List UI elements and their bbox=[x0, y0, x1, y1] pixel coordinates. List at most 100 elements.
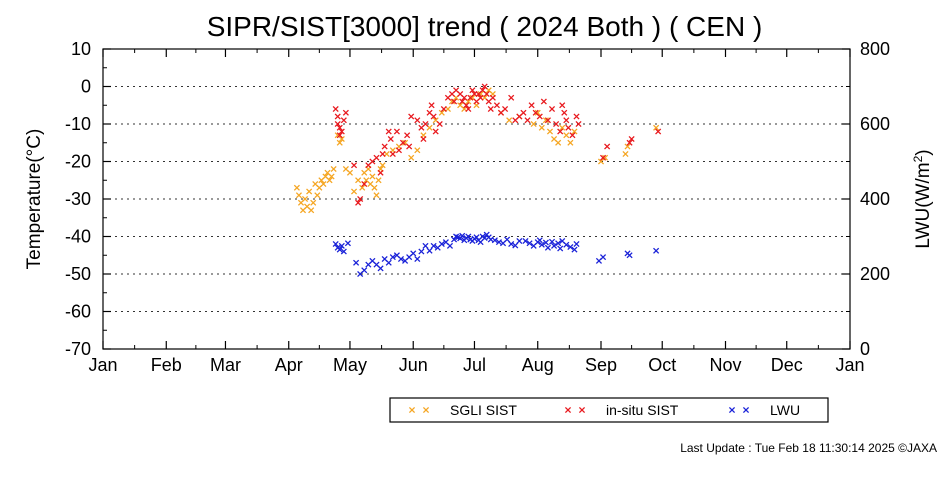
axis-ticks bbox=[102, 48, 851, 350]
data-point bbox=[414, 147, 421, 154]
data-point bbox=[377, 265, 384, 272]
data-point bbox=[389, 254, 396, 261]
data-point bbox=[559, 102, 566, 109]
data-point bbox=[420, 135, 427, 143]
data-point bbox=[328, 173, 335, 180]
data-point bbox=[530, 120, 537, 128]
data-point bbox=[528, 102, 535, 109]
data-point bbox=[422, 120, 429, 128]
data-point bbox=[520, 109, 527, 116]
data-point bbox=[350, 162, 358, 169]
x-tick-label: Sep bbox=[585, 355, 617, 375]
data-point bbox=[573, 240, 580, 248]
data-point bbox=[393, 128, 400, 135]
data-point bbox=[438, 109, 445, 116]
data-point bbox=[571, 246, 578, 253]
data-point bbox=[336, 139, 343, 146]
axis-tick-labels: 100-10-20-30-40-50-60-708006004002000Jan… bbox=[65, 39, 890, 375]
data-point bbox=[542, 239, 549, 246]
data-point bbox=[602, 154, 609, 161]
data-point bbox=[295, 192, 302, 199]
data-point bbox=[340, 248, 347, 255]
x-tick-label: Jun bbox=[399, 355, 428, 375]
data-point bbox=[628, 135, 635, 143]
data-point bbox=[350, 188, 358, 195]
data-point bbox=[338, 128, 345, 135]
data-point bbox=[561, 109, 568, 116]
data-point bbox=[461, 94, 468, 101]
data-point bbox=[369, 173, 376, 180]
data-point bbox=[440, 105, 447, 113]
data-point bbox=[563, 241, 570, 248]
data-point bbox=[469, 87, 476, 94]
data-point bbox=[573, 113, 580, 120]
data-point bbox=[483, 90, 490, 98]
data-points bbox=[293, 83, 662, 278]
data-point bbox=[557, 128, 564, 135]
data-point bbox=[567, 243, 574, 251]
data-point bbox=[422, 242, 429, 249]
data-point bbox=[418, 248, 425, 255]
data-point bbox=[430, 242, 437, 249]
data-point bbox=[489, 94, 496, 101]
data-point bbox=[508, 240, 515, 248]
data-point bbox=[450, 236, 458, 243]
x-tick-label: Nov bbox=[709, 355, 741, 375]
data-point bbox=[436, 120, 443, 128]
legend: SGLI SIST in-situ SIST LWU bbox=[389, 397, 829, 423]
x-tick-label: Mar bbox=[210, 355, 241, 375]
data-point bbox=[332, 240, 339, 248]
data-point bbox=[565, 124, 572, 131]
data-point bbox=[432, 128, 439, 135]
y-right-tick-label: 600 bbox=[860, 114, 890, 134]
data-point bbox=[563, 117, 570, 124]
x-tick-label: Oct bbox=[648, 355, 676, 375]
series-sgli-sist bbox=[293, 87, 660, 214]
legend-label: SGLI SIST bbox=[450, 402, 517, 418]
y-left-tick-label: -70 bbox=[65, 339, 91, 359]
data-point bbox=[357, 195, 364, 203]
data-point bbox=[655, 128, 662, 135]
data-point bbox=[538, 124, 545, 131]
data-point bbox=[361, 267, 368, 274]
data-point bbox=[410, 250, 417, 257]
data-point bbox=[626, 139, 633, 146]
data-point bbox=[548, 105, 556, 113]
last-update-text: Last Update : Tue Feb 18 11:30:14 2025 ©… bbox=[680, 441, 937, 455]
data-point bbox=[355, 199, 362, 206]
y-left-tick-label: -60 bbox=[65, 302, 91, 322]
data-point bbox=[624, 143, 631, 150]
data-point bbox=[334, 120, 341, 128]
data-point bbox=[575, 120, 582, 128]
data-point bbox=[446, 242, 454, 249]
data-point bbox=[397, 255, 405, 263]
data-point bbox=[481, 83, 488, 90]
data-point bbox=[430, 113, 437, 120]
data-point bbox=[599, 154, 607, 161]
legend-box bbox=[389, 397, 829, 423]
data-point bbox=[308, 207, 315, 214]
data-point bbox=[359, 184, 366, 191]
data-point bbox=[314, 192, 321, 199]
data-point bbox=[567, 139, 574, 146]
legend-marker bbox=[728, 406, 736, 414]
data-point bbox=[293, 184, 300, 191]
data-point bbox=[379, 162, 386, 169]
data-point bbox=[604, 143, 611, 150]
data-point bbox=[344, 240, 351, 247]
data-point bbox=[389, 150, 396, 158]
data-point bbox=[353, 259, 360, 266]
data-point bbox=[465, 105, 472, 113]
data-point bbox=[463, 102, 470, 109]
y-right-tick-label: 0 bbox=[860, 339, 870, 359]
data-point bbox=[546, 128, 554, 135]
x-tick-label: Feb bbox=[151, 355, 182, 375]
data-point bbox=[404, 132, 411, 139]
data-point bbox=[301, 195, 309, 203]
data-point bbox=[373, 154, 380, 161]
data-point bbox=[450, 98, 458, 105]
data-point bbox=[559, 124, 566, 131]
data-point bbox=[377, 169, 384, 176]
data-point bbox=[336, 246, 343, 253]
